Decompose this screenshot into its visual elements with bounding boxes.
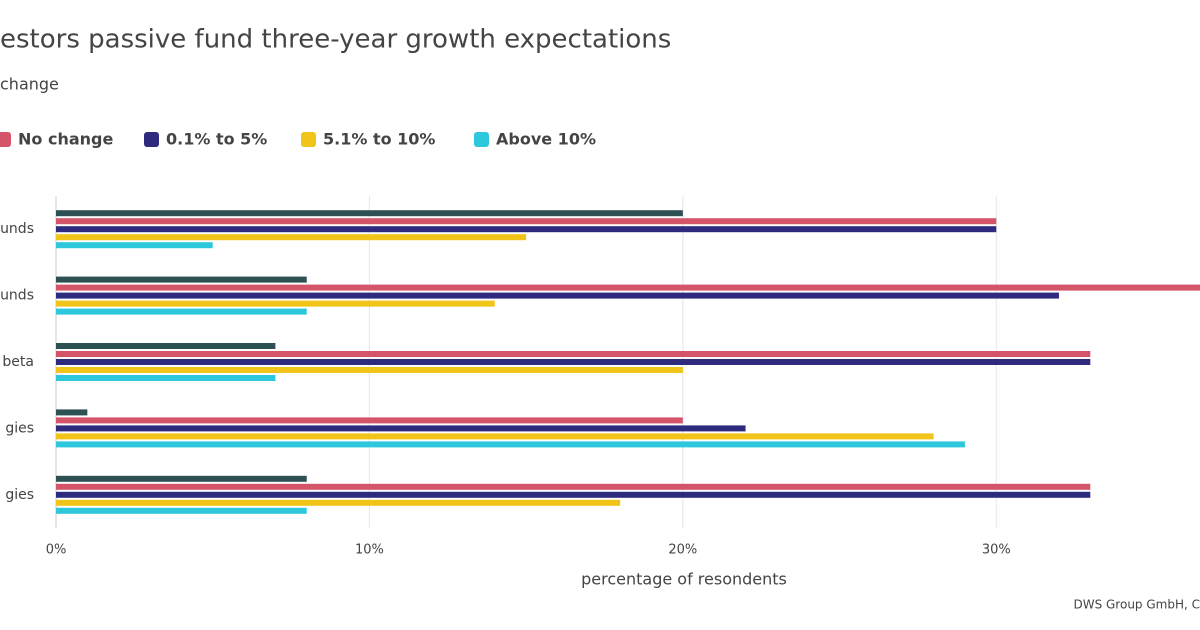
legend-label: No change bbox=[18, 130, 113, 149]
bar bbox=[56, 359, 1091, 365]
bar bbox=[56, 499, 621, 506]
legend-marker bbox=[474, 132, 489, 147]
credit: DWS Group GmbH, C bbox=[1073, 598, 1200, 612]
bar bbox=[56, 491, 1091, 498]
bar bbox=[56, 367, 683, 373]
bar bbox=[56, 226, 997, 233]
x-tick-label: 30% bbox=[982, 543, 1011, 558]
bar bbox=[56, 234, 527, 241]
x-tick-label: 10% bbox=[355, 543, 384, 558]
legend-marker bbox=[144, 132, 159, 147]
bar bbox=[56, 210, 683, 217]
legend-marker bbox=[301, 132, 316, 147]
bar bbox=[56, 409, 88, 416]
bar bbox=[56, 292, 1059, 299]
chart-subtitle: change bbox=[0, 75, 59, 94]
x-tick-label: 0% bbox=[46, 543, 67, 558]
bar bbox=[56, 441, 965, 448]
legend-label: 5.1% to 10% bbox=[323, 130, 435, 149]
y-tick-label: gies bbox=[5, 420, 34, 436]
bar bbox=[56, 433, 934, 440]
bar bbox=[56, 276, 307, 283]
bar bbox=[56, 218, 997, 225]
bar bbox=[56, 300, 495, 307]
x-tick-label: 20% bbox=[668, 543, 697, 558]
bar bbox=[56, 284, 1200, 291]
bar bbox=[56, 475, 307, 482]
legend-label: 0.1% to 5% bbox=[166, 130, 267, 149]
y-tick-label: gies bbox=[5, 487, 34, 503]
y-tick-label: beta bbox=[2, 354, 34, 370]
legend-label: Above 10% bbox=[496, 130, 596, 149]
legend-marker bbox=[0, 132, 11, 147]
y-tick-label: unds bbox=[0, 288, 34, 304]
bar bbox=[56, 507, 307, 514]
bar bbox=[56, 351, 1091, 357]
bar bbox=[56, 308, 307, 315]
x-axis-title: percentage of resondents bbox=[581, 570, 787, 589]
bar bbox=[56, 483, 1091, 490]
bar bbox=[56, 425, 746, 432]
bar bbox=[56, 417, 683, 424]
bar bbox=[56, 343, 276, 349]
chart-title: estors passive fund three-year growth ex… bbox=[0, 25, 671, 55]
y-tick-label: unds bbox=[0, 221, 34, 237]
bar bbox=[56, 375, 276, 381]
bar bbox=[56, 242, 213, 249]
